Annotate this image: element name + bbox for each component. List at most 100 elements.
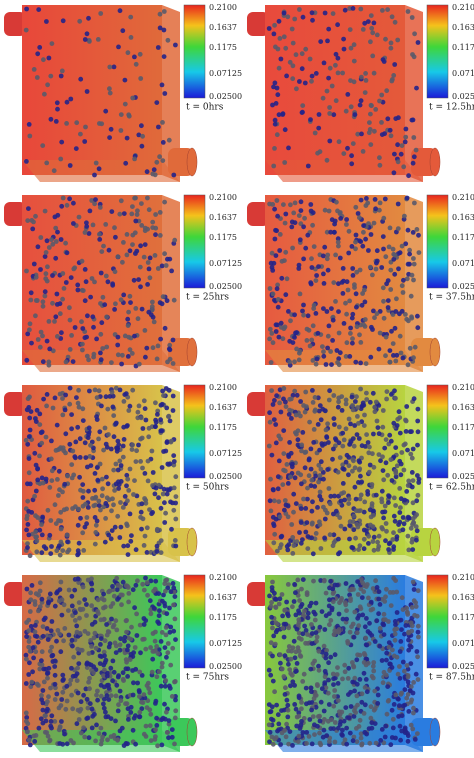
particle [129,533,134,538]
particle [169,727,175,732]
particle [391,251,397,257]
particle [343,108,349,114]
particle [135,316,141,322]
particle [275,712,281,718]
particle [341,490,347,495]
particle [121,292,127,298]
particle [340,676,345,682]
particle [342,669,348,675]
particle [34,298,40,303]
particle [371,308,376,314]
particle [37,411,43,417]
particle [133,582,139,588]
particle [362,624,368,630]
particle [294,626,300,632]
particle [317,489,323,495]
particle [340,443,346,449]
particle [146,434,152,440]
particle [371,512,376,518]
particle [78,699,84,705]
particle [398,472,404,478]
particle [158,417,164,423]
particle [151,319,157,325]
particle [142,471,148,476]
particle [166,413,172,419]
particle [171,485,177,491]
particle [160,158,166,164]
particle [347,523,353,528]
particle [287,359,292,365]
particle [114,587,120,593]
particle [397,430,403,436]
particle [404,404,410,409]
particle [290,604,295,610]
particle [111,622,117,628]
particle [74,678,80,683]
particle [273,329,279,334]
particle [372,688,378,694]
particle [404,489,410,494]
particle [84,353,90,359]
particle [56,493,61,498]
particle [348,325,353,331]
particle [130,387,136,393]
colorbar-tick-label: 0.02500 [452,282,474,291]
particle [23,725,29,731]
particle [297,79,302,84]
particle [59,597,65,603]
particle [405,666,411,672]
particle [295,645,301,651]
particle [26,737,32,743]
colorbar-tick-label: 0.07125 [452,639,474,648]
particle [271,523,277,529]
particle [380,454,385,460]
particle [71,200,76,206]
particle [389,392,394,397]
particle [125,50,131,56]
particle [25,498,31,504]
particle [105,737,110,743]
particle [157,608,162,614]
particle [29,340,34,346]
particle [380,234,386,239]
particle [272,121,278,127]
particle [66,547,72,553]
particle [366,541,371,546]
particle [105,406,111,412]
particle [285,481,291,486]
particle [388,133,394,139]
particle [80,495,86,500]
particle [280,482,286,487]
particle [319,609,325,614]
particle [336,536,341,542]
particle [25,522,31,527]
particle [393,395,398,401]
particle [89,576,94,582]
particle [170,408,176,413]
particle [82,734,88,740]
particle [332,694,337,699]
particle [308,208,314,214]
particle [356,467,362,473]
particle [93,494,99,500]
particle [400,659,406,665]
particle [292,702,298,707]
particle [269,331,275,336]
particle [72,265,78,271]
particle [391,513,397,519]
particle [336,330,342,336]
particle [317,403,323,408]
particle [164,491,170,497]
particle [125,674,130,679]
particle [123,160,129,166]
box-bottom [265,160,423,182]
particle [143,618,149,623]
colorbar-tick-label: 0.07125 [209,449,242,458]
particle [32,633,38,639]
particle [116,44,121,50]
particle [92,279,97,285]
particle [354,693,360,699]
particle [58,156,64,162]
particle [411,710,416,716]
